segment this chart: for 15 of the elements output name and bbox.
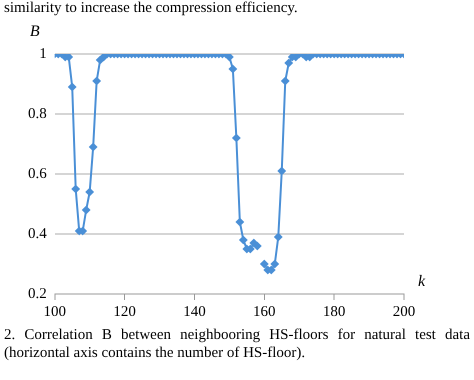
- x-tick-label: 200: [392, 304, 416, 320]
- y-tick-label: 0.6: [28, 166, 48, 182]
- x-tick-label: 140: [183, 304, 206, 320]
- x-axis-title: k: [418, 273, 426, 290]
- text: 2. Correlation B between neighbooring HS-floors for natural test data (horizontal axis contains the number of HS-floor).: [4, 326, 470, 362]
- text: similarity to increase the compression efficiency.: [4, 0, 298, 17]
- x-tick-label: 180: [322, 304, 346, 320]
- y-tick-label: 0.4: [28, 226, 48, 242]
- x-tick-label: 120: [113, 304, 136, 320]
- y-tick-label: 0.2: [28, 286, 47, 302]
- y-tick-label: 0.8: [28, 106, 47, 122]
- x-tick-label: 160: [253, 304, 276, 320]
- y-tick-label: 1: [39, 46, 47, 62]
- x-tick-label: 100: [44, 304, 66, 320]
- y-axis-title: B: [30, 23, 40, 40]
